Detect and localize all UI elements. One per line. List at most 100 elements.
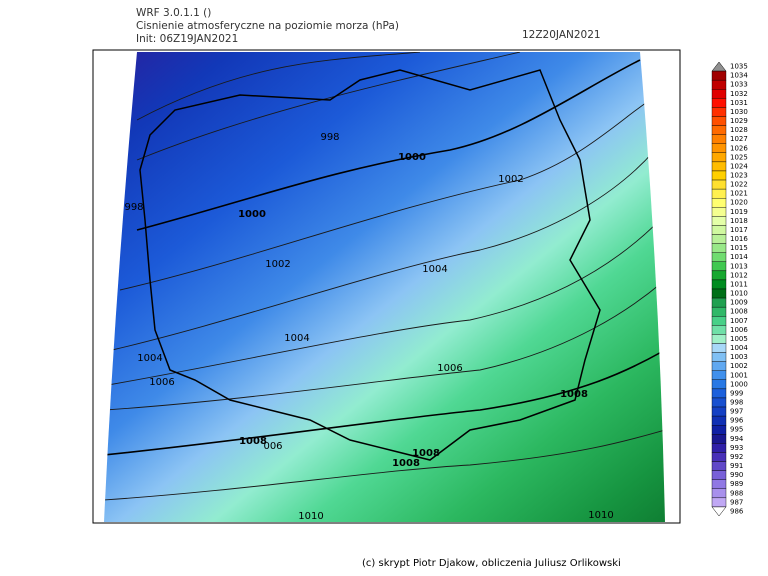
contour-label: 1008 <box>560 389 588 400</box>
map-title: Cisnienie atmosferyczne na poziomie morz… <box>136 20 399 32</box>
isobar <box>107 219 661 386</box>
colorbar-box <box>711 79 727 90</box>
colorbar-box <box>711 252 727 262</box>
colorbar-label: 1017 <box>730 226 748 234</box>
colorbar-box <box>711 234 727 244</box>
colorbar-box <box>711 225 727 235</box>
colorbar-box <box>711 243 727 253</box>
colorbar-box <box>711 479 727 489</box>
colorbar-box <box>711 279 727 290</box>
colorbar-label: 1031 <box>730 99 748 107</box>
colorbar-end <box>711 506 727 517</box>
contour-label: 998 <box>320 132 339 143</box>
contour-labels: 998 1000 998 1000 1002 1002 1004 1004 10… <box>124 132 613 522</box>
isobar <box>119 99 651 291</box>
colorbar-label: 1024 <box>730 162 748 170</box>
colorbar-label: 1008 <box>730 308 748 316</box>
colorbar-box <box>711 452 727 462</box>
colorbar-box <box>711 288 727 299</box>
colorbar-label: 990 <box>730 471 743 479</box>
contour-label: 1006 <box>437 363 462 374</box>
colorbar-label: 987 <box>730 498 743 506</box>
colorbar-box <box>711 134 727 144</box>
colorbar-box <box>711 143 727 154</box>
colorbar-label: 995 <box>730 426 743 434</box>
colorbar-label: 1014 <box>730 253 748 261</box>
colorbar-label: 1000 <box>730 380 748 388</box>
colorbar-box <box>711 325 727 335</box>
colorbar-label: 1020 <box>730 199 748 207</box>
pressure-shading <box>104 52 665 522</box>
colorbar-box <box>711 161 727 172</box>
colorbar-box <box>711 98 727 108</box>
colorbar-box <box>711 443 727 453</box>
colorbar-box <box>711 434 727 444</box>
colorbar-box <box>711 152 727 163</box>
colorbar-box <box>711 116 727 126</box>
colorbar-label: 1026 <box>730 144 748 152</box>
colorbar-box <box>711 107 727 117</box>
colorbar-label: 1006 <box>730 326 748 334</box>
contour-label: 998 <box>124 202 143 213</box>
colorbar-box <box>711 261 727 272</box>
colorbar-box <box>711 316 727 326</box>
colorbar-label: 991 <box>730 462 743 470</box>
contour-label: 1008 <box>392 458 420 469</box>
colorbar-label: 1015 <box>730 244 748 252</box>
colorbar-label: 996 <box>730 417 744 425</box>
colorbar-box <box>711 70 727 81</box>
colorbar-label: 993 <box>730 444 743 452</box>
colorbar-label: 1028 <box>730 126 748 134</box>
isobar <box>104 279 665 411</box>
colorbar-label: 1022 <box>730 181 748 189</box>
colorbar-box <box>711 197 727 208</box>
isobar <box>111 149 656 351</box>
isobar <box>136 59 641 231</box>
colorbar-box <box>711 352 727 362</box>
colorbar-box <box>711 461 727 471</box>
colorbar-box <box>711 216 727 226</box>
colorbar-label: 1007 <box>730 317 748 325</box>
colorbar-box <box>711 406 727 417</box>
colorbar-box <box>711 343 727 353</box>
colorbar-label: 989 <box>730 480 743 488</box>
contour-label: 1000 <box>398 152 426 163</box>
colorbar: 1035103410331032103110301029102810271026… <box>711 61 748 517</box>
colorbar-box <box>711 370 727 381</box>
colorbar-label: 1004 <box>730 344 748 352</box>
colorbar-label: 1029 <box>730 117 748 125</box>
credits: (c) skrypt Piotr Djakow, obliczenia Juli… <box>362 558 621 569</box>
colorbar-box <box>711 334 727 344</box>
colorbar-label: 1034 <box>730 72 748 80</box>
isobar <box>104 429 665 501</box>
isobar <box>136 52 521 161</box>
colorbar-label: 1010 <box>730 290 748 298</box>
colorbar-box <box>711 125 727 135</box>
colorbar-box <box>711 415 727 426</box>
colorbar-label: 1001 <box>730 371 748 379</box>
colorbar-box <box>711 470 727 480</box>
colorbar-box <box>711 425 727 435</box>
colorbar-label: 1018 <box>730 217 748 225</box>
contour-label: 1002 <box>498 174 523 185</box>
contour-label: 1010 <box>298 511 323 522</box>
pressure-field <box>104 52 665 522</box>
colorbar-label: 1005 <box>730 335 748 343</box>
colorbar-box <box>711 297 727 308</box>
colorbar-label: 1025 <box>730 153 748 161</box>
contour-label: 1006 <box>149 377 174 388</box>
colorbar-label: 1030 <box>730 108 748 116</box>
colorbar-label: 988 <box>730 489 743 497</box>
contour-label: 1002 <box>265 259 290 270</box>
contour-label: 1004 <box>137 353 162 364</box>
model-label: WRF 3.0.1.1 () <box>136 7 211 19</box>
colorbar-box <box>711 207 727 217</box>
colorbar-label: 1032 <box>730 90 748 98</box>
colorbar-label: 986 <box>730 507 744 515</box>
contour-label: 1010 <box>588 510 613 521</box>
colorbar-box <box>711 270 727 281</box>
colorbar-label: 1012 <box>730 271 748 279</box>
colorbar-label: 1016 <box>730 235 748 243</box>
colorbar-box <box>711 488 727 499</box>
